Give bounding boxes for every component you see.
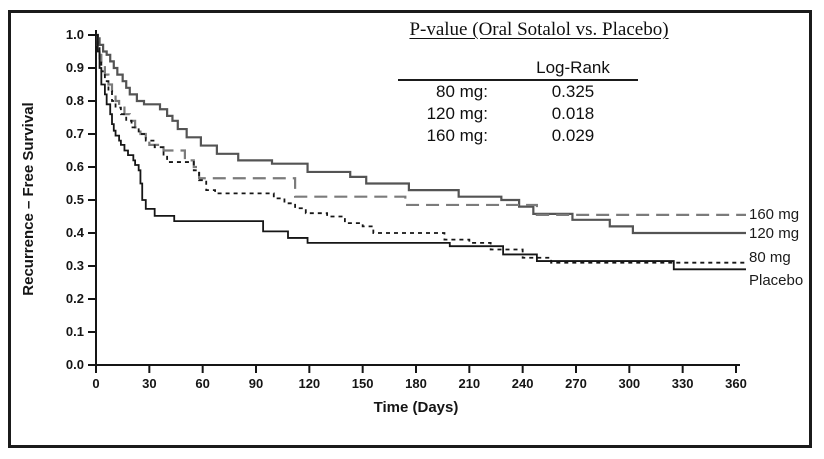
curve-placebo [96,34,746,271]
pvalue-table-header-row: Log-Rank [398,57,638,81]
y-tick-label: 0.7 [65,126,84,141]
x-tick-label: 210 [458,376,481,391]
x-axis-title: Time (Days) [373,399,459,416]
y-tick-label: 0.6 [65,159,84,174]
pvalue-header-spacer [398,57,508,79]
pvalue-row-label: 160 mg: [426,126,488,145]
y-axis-title: Recurrence – Free Survival [20,102,37,296]
curve-label-160-mg: 160 mg [749,205,800,223]
pvalue-row-label: 80 mg: [436,82,488,101]
x-tick-label: 300 [618,376,641,391]
pvalue-row-value: 0.325 [551,82,595,101]
x-tick-label: 60 [195,376,210,391]
curve-120-mg [96,33,746,235]
x-tick-label: 270 [565,376,587,391]
pvalue-row-80mg: 80 mg: 0.325 [398,81,638,103]
x-tick-label: 90 [248,376,264,391]
y-tick-label: 1.0 [65,27,84,42]
x-tick-label: 180 [405,376,427,391]
curve-label-placebo: Placebo [749,272,804,290]
y-tick-label: 0.0 [65,357,84,372]
pvalue-panel-title: P-value (Oral Sotalol vs. Placebo) [409,19,669,40]
pvalue-row-value: 0.029 [551,126,595,145]
y-tick-label: 0.4 [65,225,84,240]
pvalue-row-120mg: 120 mg: 0.018 [398,103,638,125]
x-tick-label: 30 [142,376,157,391]
x-tick-label: 150 [351,376,374,391]
y-tick-label: 0.3 [65,258,84,273]
y-tick-label: 0.5 [65,192,84,207]
figure-border [8,10,812,448]
x-tick-label: 360 [725,376,747,391]
y-tick-label: 0.9 [65,60,84,75]
pvalue-row-160mg: 160 mg: 0.029 [398,125,638,147]
x-tick-label: 330 [671,376,694,391]
y-tick-label: 0.2 [65,291,84,306]
y-tick-label: 0.1 [65,324,84,339]
pvalue-column-header: Log-Rank [536,58,610,77]
x-tick-label: 120 [298,376,321,391]
pvalue-table: Log-Rank 80 mg: 0.325 120 mg: 0.018 160 … [398,57,638,147]
pvalue-row-label: 120 mg: [426,104,488,123]
y-tick-label: 0.8 [65,93,84,108]
pvalue-row-value: 0.018 [551,104,595,123]
x-tick-label: 0 [92,376,100,391]
curve-label-80-mg: 80 mg [749,248,791,266]
x-tick-label: 240 [511,376,534,391]
curve-label-120-mg: 120 mg [749,225,800,242]
curve-80-mg [96,34,746,264]
